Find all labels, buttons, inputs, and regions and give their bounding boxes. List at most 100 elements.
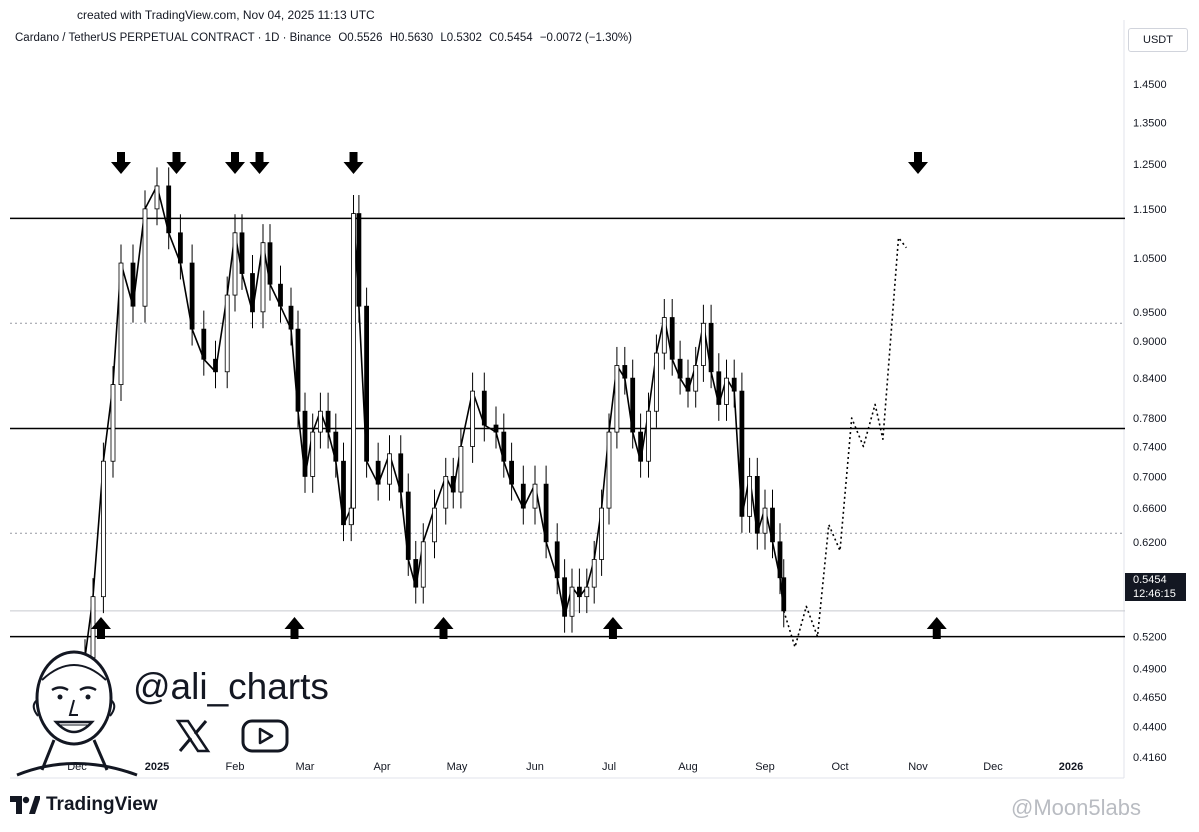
- candle-body: [577, 586, 582, 598]
- price-series-line: [76, 185, 785, 715]
- candle-body: [101, 460, 106, 598]
- candle-body: [213, 358, 218, 373]
- symbol-title[interactable]: Cardano / TetherUS PERPETUAL CONTRACT · …: [15, 32, 332, 44]
- candle-body: [351, 213, 356, 509]
- currency-unit[interactable]: USDT: [1128, 28, 1188, 52]
- y-tick-label: 0.6200: [1133, 537, 1167, 549]
- y-tick-label: 1.4500: [1133, 79, 1167, 91]
- candle-body: [302, 410, 308, 477]
- candle-body: [654, 352, 659, 412]
- y-tick-label: 1.3500: [1133, 117, 1167, 129]
- candle-body: [356, 213, 362, 307]
- candle-body: [341, 460, 346, 526]
- candle-body: [770, 507, 775, 543]
- youtube-icon[interactable]: [241, 718, 289, 754]
- candle-body: [501, 431, 507, 462]
- candle-body: [130, 262, 136, 307]
- x-tick-label: Jun: [526, 761, 544, 773]
- forecast-path: [783, 236, 907, 648]
- down-arrow-marker: [111, 152, 131, 174]
- author-handle: @ali_charts: [133, 666, 329, 707]
- ohlc-close: C0.5454: [489, 32, 533, 44]
- candle-body: [532, 483, 538, 509]
- candle-body: [599, 507, 604, 560]
- candle-body: [177, 232, 183, 264]
- candle-body: [754, 476, 760, 534]
- candle-body: [762, 507, 768, 534]
- y-tick-label: 1.0500: [1133, 253, 1167, 265]
- y-tick-label: 1.1500: [1133, 204, 1167, 216]
- y-tick-label: 0.8400: [1133, 373, 1167, 385]
- candle-body: [630, 377, 636, 433]
- y-tick-label: 0.7800: [1133, 413, 1167, 425]
- up-arrow-marker: [602, 617, 623, 639]
- symbol-header: Cardano / TetherUS PERPETUAL CONTRACT · …: [15, 32, 636, 44]
- candle-body: [731, 377, 737, 392]
- candle-body: [189, 262, 195, 330]
- candle-body: [260, 242, 266, 313]
- candle-body: [432, 507, 437, 543]
- candle-body: [364, 305, 370, 462]
- candle-body: [201, 328, 207, 360]
- ohlc-open: O0.5526: [338, 32, 383, 44]
- countdown-timer: 12:46:15: [1133, 588, 1176, 600]
- candle-body: [591, 559, 597, 588]
- y-tick-label: 0.4900: [1133, 664, 1167, 676]
- x-tick-label: Aug: [678, 761, 698, 773]
- current-price-value: 0.5454: [1133, 574, 1167, 586]
- candle-body: [481, 390, 487, 426]
- up-arrow-marker: [284, 617, 305, 639]
- candle-body: [142, 208, 148, 307]
- candle-body: [288, 305, 294, 330]
- up-arrow-marker: [433, 617, 454, 639]
- candle-body: [250, 273, 255, 313]
- candle-body: [562, 577, 567, 617]
- up-arrow-marker: [926, 617, 947, 639]
- candle-body: [458, 446, 464, 493]
- candle-body: [166, 185, 172, 234]
- y-tick-label: 0.6600: [1133, 503, 1167, 515]
- candle-body: [348, 507, 354, 526]
- y-tick-label: 0.7400: [1133, 441, 1167, 453]
- candle-body: [470, 390, 476, 447]
- candle-body: [405, 491, 411, 560]
- down-arrow-marker: [166, 152, 187, 174]
- candle-body: [739, 390, 745, 517]
- ohlc-low: L0.5302: [440, 32, 482, 44]
- y-tick-label: 0.9500: [1133, 307, 1167, 319]
- candle-body: [584, 586, 590, 598]
- candle-body: [685, 377, 691, 392]
- candle-body: [606, 431, 612, 509]
- candle-body: [118, 262, 124, 386]
- x-tick-label: Oct: [831, 761, 848, 773]
- candle-body: [232, 232, 238, 296]
- candle-body: [154, 185, 160, 210]
- candle-body: [317, 410, 323, 433]
- candle-body: [622, 365, 628, 379]
- candle-body: [443, 476, 449, 509]
- x-tick-label: Sep: [755, 761, 775, 773]
- x-tick-label: Mar: [296, 761, 315, 773]
- candle-body: [239, 232, 245, 274]
- x-tick-label: Dec: [983, 761, 1003, 773]
- candle-body: [747, 476, 752, 517]
- tradingview-logo[interactable]: TradingView: [10, 794, 158, 816]
- y-tick-label: 0.7000: [1133, 471, 1167, 483]
- down-arrow-marker: [908, 152, 928, 174]
- down-arrow-marker: [225, 152, 245, 174]
- candle-body: [325, 410, 331, 433]
- candle-body: [693, 365, 699, 392]
- tradingview-logo-icon: [10, 796, 40, 814]
- y-tick-label: 0.4400: [1133, 722, 1167, 734]
- current-price-tag: 0.5454 12:46:15: [1125, 573, 1186, 601]
- candle-body: [669, 317, 675, 360]
- x-logo-icon[interactable]: [175, 718, 211, 754]
- candle-body: [520, 483, 526, 509]
- candle-body: [701, 322, 706, 366]
- x-tick-label: May: [447, 761, 468, 773]
- avatar-illustration: [16, 650, 138, 777]
- candle-body: [493, 424, 499, 433]
- candle-body: [554, 541, 560, 579]
- x-tick-label: 2026: [1059, 761, 1083, 773]
